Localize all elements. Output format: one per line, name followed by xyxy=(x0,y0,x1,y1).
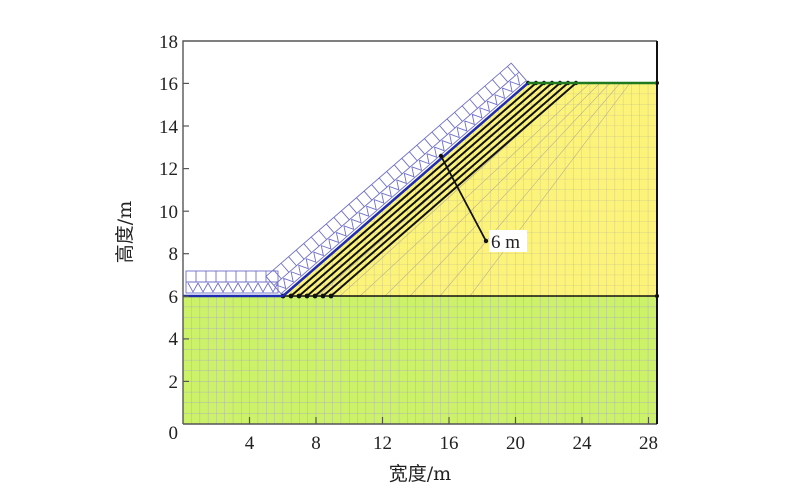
svg-text:12: 12 xyxy=(159,159,178,180)
svg-text:6: 6 xyxy=(169,287,179,308)
svg-text:16: 16 xyxy=(159,74,178,95)
reinforcement-layers xyxy=(290,82,577,297)
y-axis xyxy=(183,82,189,382)
x-axis xyxy=(248,417,650,424)
length-annotation: 6 m xyxy=(438,153,527,253)
svg-text:8: 8 xyxy=(169,244,179,265)
svg-text:20: 20 xyxy=(506,433,525,454)
svg-text:2: 2 xyxy=(169,372,179,393)
slope-face xyxy=(282,82,529,297)
x-axis-title: 宽度/m xyxy=(389,463,451,485)
svg-text:16: 16 xyxy=(440,433,459,454)
foundation-layer xyxy=(183,296,657,424)
svg-text:4: 4 xyxy=(169,329,179,350)
slope-load xyxy=(265,62,527,295)
svg-text:28: 28 xyxy=(639,433,658,454)
y-tick-labels: 0 2 4 6 8 10 12 14 16 18 xyxy=(159,32,179,444)
svg-text:4: 4 xyxy=(245,433,255,454)
svg-text:24: 24 xyxy=(573,433,593,454)
y-axis-title: 高度/m xyxy=(114,201,136,263)
svg-text:8: 8 xyxy=(311,433,321,454)
platform-load xyxy=(185,270,279,294)
svg-text:0: 0 xyxy=(169,423,179,444)
svg-text:12: 12 xyxy=(373,433,392,454)
x-tick-labels: 4 8 12 16 20 24 28 xyxy=(245,433,658,454)
svg-text:18: 18 xyxy=(159,32,178,53)
svg-text:14: 14 xyxy=(159,117,179,138)
svg-text:10: 10 xyxy=(159,202,178,223)
annotation-label: 6 m xyxy=(491,232,520,253)
